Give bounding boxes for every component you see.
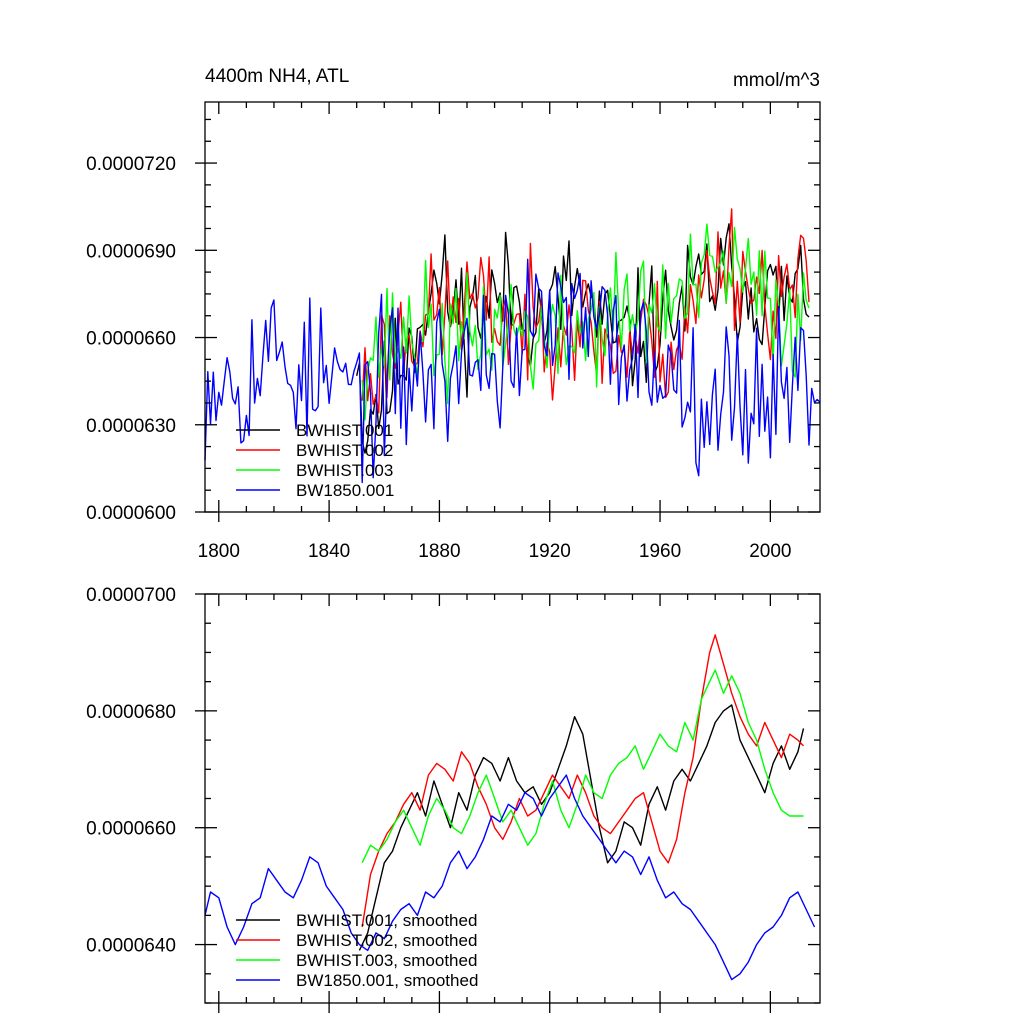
y-tick-label: 0.0000660 — [86, 329, 176, 350]
series-line-bw1850-001 — [204, 258, 821, 484]
x-tick-label: 1880 — [418, 541, 460, 562]
x-tick-label: 1960 — [639, 541, 681, 562]
series-line-bwhist-002 — [361, 208, 810, 414]
series-line-bw1850-001-smoothed — [204, 774, 816, 981]
y-tick-label: 0.0000600 — [86, 503, 176, 524]
y-tick-label: 0.0000720 — [86, 154, 176, 175]
x-tick-label: 1840 — [308, 541, 350, 562]
y-tick-label: 0.0000680 — [86, 702, 176, 723]
y-tick-label: 0.0000700 — [86, 585, 176, 606]
y-tick-label: 0.0000640 — [86, 936, 176, 957]
chart-title: 4400m NH4, ATL — [205, 66, 349, 87]
x-tick-label: 2000 — [749, 541, 791, 562]
plot-frame — [204, 101, 821, 513]
legend-label: BWHIST.003, smoothed — [296, 951, 477, 970]
series-line-bwhist-002-smoothed — [361, 634, 805, 928]
legend-label: BWHIST.001, smoothed — [296, 911, 477, 930]
legend-label: BW1850.001, smoothed — [296, 971, 478, 990]
y-tick-label: 0.0000630 — [86, 416, 176, 437]
legend-label: BWHIST.002, smoothed — [296, 931, 477, 950]
bottom-panel: 0.0000640 0.0000660 0.0000680 0.0000700 BWHI… — [86, 585, 821, 1013]
y-tick-label: 0.0000690 — [86, 241, 176, 262]
series-line-bwhist-001-smoothed — [358, 704, 805, 951]
top-panel: 1800 1840 1880 1920 1960 2000 0.0000600 0.00006… — [86, 66, 821, 562]
x-tick-label: 1800 — [198, 541, 240, 562]
series-line-bwhist-003 — [361, 223, 810, 421]
y-tick-label: 0.0000660 — [86, 819, 176, 840]
x-tick-label: 1920 — [529, 541, 571, 562]
legend-label: BWHIST.003 — [296, 461, 393, 480]
legend-label: BW1850.001 — [296, 481, 394, 500]
series-line-bwhist-003-smoothed — [361, 669, 804, 864]
units-label: mmol/m^3 — [733, 70, 820, 91]
legend-label: BWHIST.002 — [296, 441, 393, 460]
legend-label: BWHIST.001 — [296, 421, 393, 440]
